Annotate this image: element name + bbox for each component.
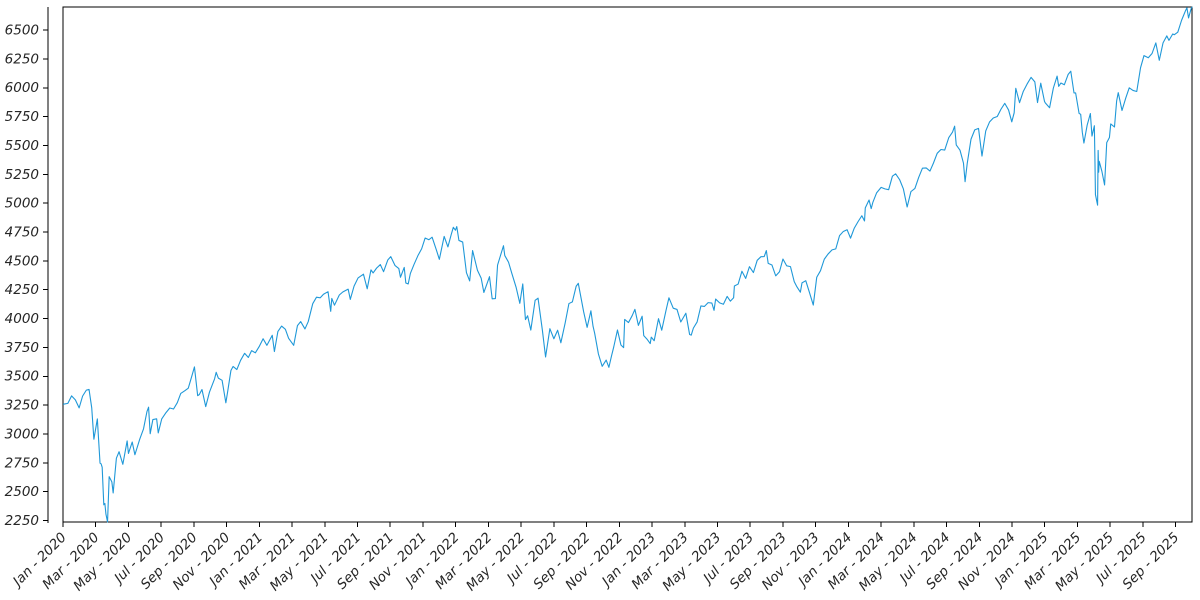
y-tick-label: 4250 <box>5 282 39 298</box>
y-tick-label: 2750 <box>5 455 39 471</box>
y-tick-label: 6500 <box>5 23 39 39</box>
y-tick-label: 2500 <box>5 484 39 500</box>
y-tick-label: 5500 <box>5 138 39 154</box>
price-line <box>62 6 1193 523</box>
plot-frame <box>62 6 1193 523</box>
y-tick-label: 3250 <box>5 398 39 414</box>
y-tick-label: 3000 <box>5 426 39 442</box>
y-tick-label: 5250 <box>5 167 39 183</box>
y-tick-label: 5750 <box>5 109 39 125</box>
y-tick-label: 4750 <box>5 224 39 240</box>
y-axis: 2250 2500 2750 3000 3250 3500 3750 4000 4250 4500… <box>5 7 49 529</box>
y-tick-label: 3750 <box>5 340 39 356</box>
y-tick-label: 3500 <box>5 369 39 385</box>
y-tick-label: 6000 <box>5 80 39 96</box>
y-tick-label: 2250 <box>5 513 39 529</box>
y-tick-label: 4000 <box>5 311 39 327</box>
y-tick-label: 4500 <box>5 253 39 269</box>
y-tick-label: 6250 <box>5 51 39 67</box>
y-tick-label: 5000 <box>5 196 39 212</box>
